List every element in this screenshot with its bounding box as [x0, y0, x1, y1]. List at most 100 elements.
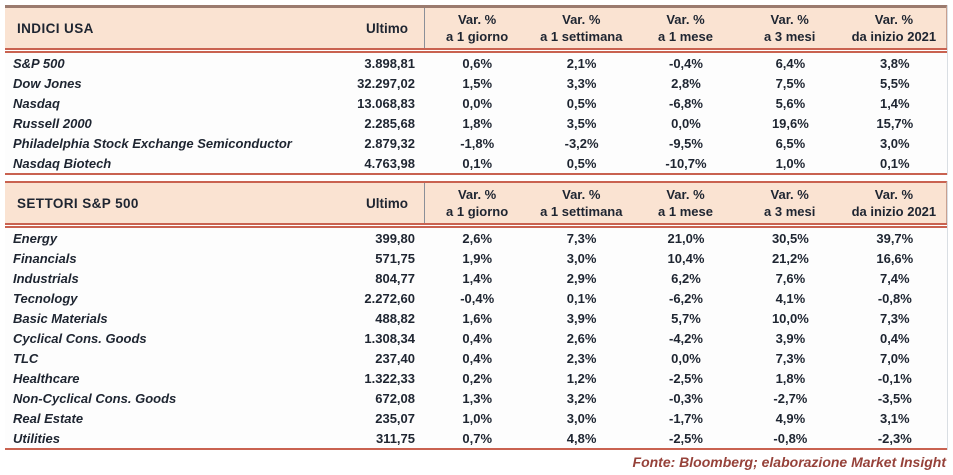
var-value: 0,0% — [671, 115, 701, 131]
var-value: -2,5% — [669, 370, 703, 386]
var-value: 3,9% — [775, 330, 806, 346]
var-value: 3,9% — [566, 310, 597, 326]
bottom-rule — [5, 173, 947, 175]
ultimo-value: 2.285,68 — [364, 115, 415, 131]
row-label: Tecnology — [13, 290, 78, 306]
var-period: a 3 mesi — [764, 204, 816, 219]
var-value: 7,4% — [879, 270, 910, 286]
var-value: 0,0% — [462, 95, 493, 111]
var-value: -0,4% — [669, 55, 703, 71]
var-label: Var. % — [770, 187, 809, 202]
var-value: -2,7% — [773, 390, 808, 406]
var-value: 21,0% — [667, 230, 705, 246]
table-row: Philadelphia Stock Exchange Semiconducto… — [5, 133, 947, 153]
row-label: Non-Cyclical Cons. Goods — [13, 390, 177, 406]
var-value: 5,6% — [775, 95, 806, 111]
var-value: 7,5% — [775, 75, 806, 91]
var-value: 1,9% — [462, 250, 493, 266]
table-row: S&P 500 3.898,81 0,6% 2,1% -0,4% 6,4% 3,8% — [5, 53, 947, 73]
var-value: 3,8% — [879, 55, 910, 71]
indici-usa-table: INDICI USA Ultimo Var. % a 1 giorno Var.… — [5, 5, 948, 175]
table-row: TLC 237,40 0,4% 2,3% 0,0% 7,3% 7,0% — [5, 348, 947, 368]
table-row: Basic Materials 488,82 1,6% 3,9% 5,7% 10,0% 7,… — [5, 308, 947, 328]
var-value: -6,2% — [669, 290, 703, 306]
table-row: Real Estate 235,07 1,0% 3,0% -1,7% 4,9% 3,1% — [5, 408, 947, 428]
var-period: a 1 settimana — [540, 204, 623, 219]
var-value: 6,5% — [775, 135, 806, 151]
table-row: Utilities 311,75 0,7% 4,8% -2,5% -0,8% -2,3% — [5, 428, 947, 448]
var-period: da inizio 2021 — [851, 29, 937, 44]
settori-sp500-header: SETTORI S&P 500 Ultimo Var. % a 1 giorno… — [5, 181, 947, 223]
var-value: 19,6% — [771, 115, 809, 131]
var-value: 3,3% — [566, 75, 597, 91]
var-value: 0,1% — [566, 290, 597, 306]
var-period: a 1 mese — [658, 204, 713, 219]
row-label: Philadelphia Stock Exchange Semiconducto… — [13, 135, 292, 151]
var-value: 10,0% — [771, 310, 809, 326]
row-label: TLC — [13, 350, 39, 366]
ultimo-value: 235,07 — [375, 410, 415, 426]
var-value: 0,1% — [462, 155, 493, 171]
column-header-var-3-mesi: Var. % a 3 mesi — [738, 186, 842, 220]
var-period: da inizio 2021 — [851, 204, 937, 219]
var-value: -0,3% — [669, 390, 703, 406]
var-value: -3,5% — [877, 390, 912, 406]
ultimo-value: 1.308,34 — [364, 330, 415, 346]
var-value: -4,2% — [669, 330, 703, 346]
var-value: 2,9% — [566, 270, 597, 286]
var-value: 1,3% — [462, 390, 493, 406]
column-header-ultimo: Ultimo — [340, 8, 425, 48]
column-header-var-1-giorno: Var. % a 1 giorno — [425, 186, 529, 220]
ultimo-value: 4.763,98 — [364, 155, 415, 171]
var-value: 0,4% — [879, 330, 910, 346]
column-header-var-1-giorno: Var. % a 1 giorno — [425, 11, 529, 45]
var-value: 6,4% — [775, 55, 806, 71]
var-value: 30,5% — [771, 230, 809, 246]
var-period: a 1 mese — [658, 29, 713, 44]
var-value: 2,6% — [566, 330, 597, 346]
row-label: Basic Materials — [13, 310, 108, 326]
row-label: Financials — [13, 250, 77, 266]
var-value: -2,3% — [877, 430, 912, 446]
var-value: 7,3% — [775, 350, 806, 366]
row-label: Dow Jones — [13, 75, 82, 91]
row-label: Industrials — [13, 270, 79, 286]
var-period: a 1 settimana — [540, 29, 623, 44]
ultimo-value: 672,08 — [375, 390, 415, 406]
column-header-var-1-mese: Var. % a 1 mese — [633, 11, 737, 45]
settori-sp500-table: SETTORI S&P 500 Ultimo Var. % a 1 giorno… — [5, 181, 948, 450]
var-value: 0,6% — [462, 55, 493, 71]
var-value: 1,0% — [462, 410, 493, 426]
table-row: Nasdaq Biotech 4.763,98 0,1% 0,5% -10,7% 1,0%… — [5, 153, 947, 173]
source-note: Fonte: Bloomberg; elaborazione Market In… — [632, 454, 946, 470]
var-value: 0,2% — [462, 370, 493, 386]
section-title-indici-usa: INDICI USA — [17, 20, 94, 36]
var-value: 2,1% — [566, 55, 597, 71]
var-label: Var. % — [457, 187, 497, 202]
var-value: 0,4% — [462, 330, 493, 346]
table-row: Cyclical Cons. Goods 1.308,34 0,4% 2,6% -4,2… — [5, 328, 947, 348]
var-label: Var. % — [770, 12, 809, 27]
var-value: 6,2% — [671, 270, 701, 286]
var-value: 5,7% — [671, 310, 701, 326]
var-value: -10,7% — [665, 155, 707, 171]
table-row: Russell 2000 2.285,68 1,8% 3,5% 0,0% 19,6% 15,… — [5, 113, 947, 133]
ultimo-value: 804,77 — [375, 270, 415, 286]
var-value: -0,8% — [877, 290, 912, 306]
row-label: Cyclical Cons. Goods — [13, 330, 147, 346]
var-value: -1,8% — [460, 135, 495, 151]
indici-usa-header: INDICI USA Ultimo Var. % a 1 giorno Var.… — [5, 5, 947, 48]
var-value: 0,0% — [671, 350, 701, 366]
var-value: 2,6% — [462, 230, 493, 246]
var-period: a 3 mesi — [764, 29, 816, 44]
var-value: 3,0% — [566, 250, 597, 266]
var-value: 2,3% — [566, 350, 597, 366]
column-header-var-3-mesi: Var. % a 3 mesi — [738, 11, 842, 45]
var-value: 10,4% — [667, 250, 705, 266]
var-value: 7,3% — [879, 310, 910, 326]
var-value: 4,9% — [775, 410, 806, 426]
var-label: Var. % — [562, 187, 601, 202]
var-label: Var. % — [666, 12, 705, 27]
var-value: -9,5% — [669, 135, 703, 151]
var-value: 2,8% — [671, 75, 701, 91]
